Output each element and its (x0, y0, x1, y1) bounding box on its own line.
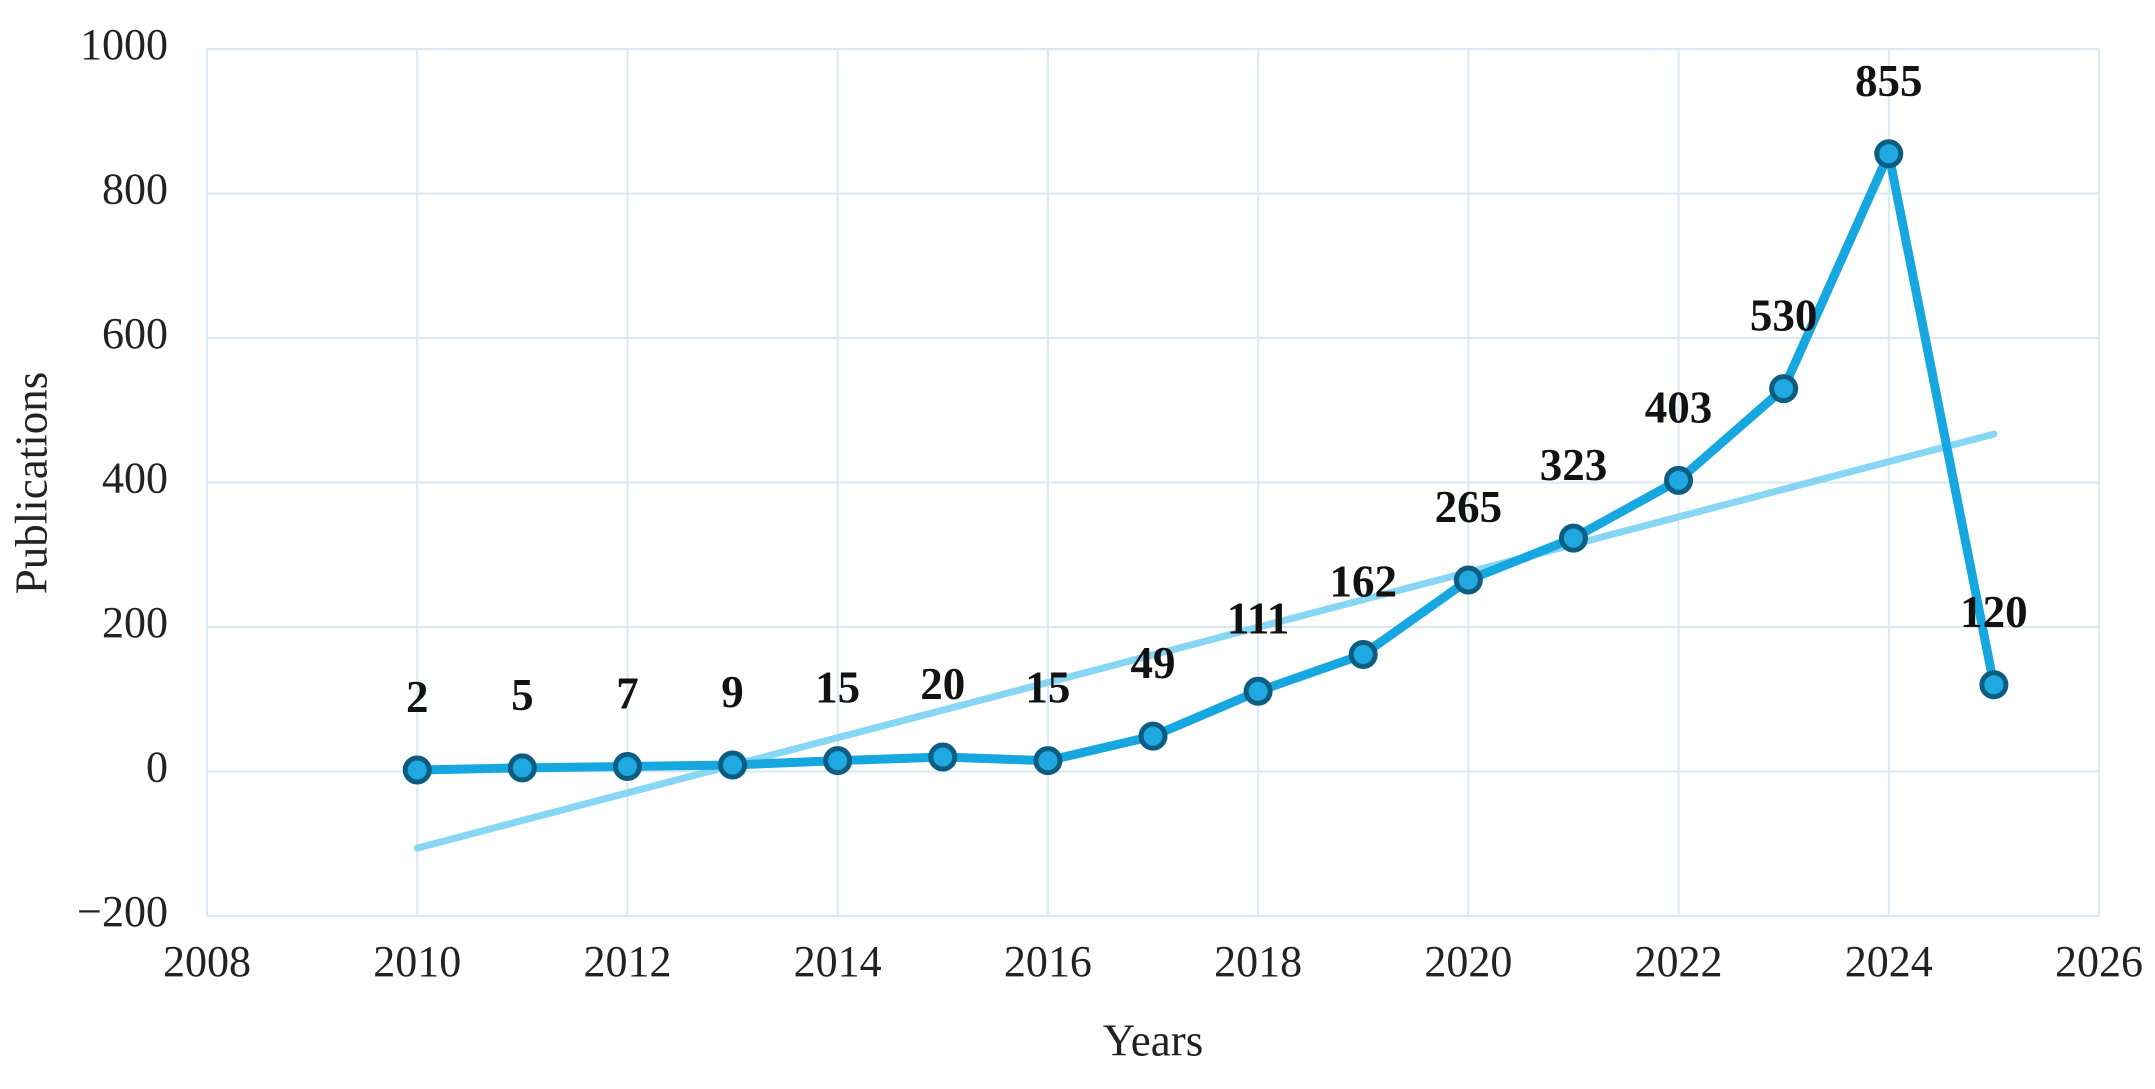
data-point-label: 403 (1645, 382, 1713, 432)
data-point-marker (718, 750, 748, 780)
data-point-label: 120 (1960, 587, 2028, 637)
y-axis-tick-labels: −200 0 200 400 600 800 1000 (77, 20, 168, 936)
data-point-marker (1664, 465, 1694, 495)
data-point-label: 49 (1131, 638, 1176, 688)
y-axis-title: Publications (6, 372, 56, 595)
data-point-marker (1874, 139, 1904, 169)
data-point-marker (1033, 746, 1063, 776)
data-point-marker (1453, 565, 1483, 595)
x-axis-tick-label: 2010 (373, 937, 461, 986)
data-point-label: 15 (815, 663, 860, 713)
data-point-marker (612, 751, 642, 781)
data-point-marker (402, 755, 432, 785)
data-point-marker (1558, 523, 1588, 553)
data-point-marker (928, 742, 958, 772)
trendline (413, 430, 1998, 852)
data-point-label: 265 (1435, 482, 1503, 532)
data-point-marker (1979, 670, 2009, 700)
data-point-marker (1769, 374, 1799, 404)
x-axis-tick-label: 2014 (794, 937, 882, 986)
data-point-label: 111 (1227, 593, 1290, 643)
y-axis-tick-label: −200 (77, 887, 168, 936)
x-axis-tick-label: 2022 (1635, 937, 1723, 986)
data-point-marker (1348, 639, 1378, 669)
x-axis-tick-label: 2018 (1214, 937, 1302, 986)
x-axis-tick-label: 2016 (1004, 937, 1092, 986)
x-axis-title: Years (1103, 1015, 1203, 1065)
data-point-label: 20 (920, 659, 965, 709)
y-axis-tick-label: 0 (146, 743, 168, 792)
x-axis-tick-labels: 2008 2010 2012 2014 2016 2018 2020 2022 2024 2026 (163, 937, 2143, 986)
data-point-label: 9 (721, 667, 744, 717)
data-point-label: 7 (616, 668, 639, 718)
data-point-label: 5 (511, 670, 534, 720)
x-axis-tick-label: 2026 (2055, 937, 2143, 986)
data-point-label: 15 (1025, 663, 1070, 713)
y-axis-tick-label: 400 (102, 454, 168, 503)
data-point-label: 530 (1750, 291, 1818, 341)
y-axis-tick-label: 600 (102, 309, 168, 358)
x-axis-tick-label: 2012 (583, 937, 671, 986)
data-point-marker (823, 746, 853, 776)
data-point-label: 855 (1855, 56, 1923, 106)
y-axis-tick-label: 800 (102, 165, 168, 214)
data-point-label: 2 (406, 672, 429, 722)
x-axis-tick-label: 2020 (1424, 937, 1512, 986)
data-point-marker (1243, 676, 1273, 706)
x-axis-tick-label: 2008 (163, 937, 251, 986)
data-point-marker (507, 753, 537, 783)
data-point-labels: 2 5 7 9 15 20 15 49 111 162 265 323 403 530 855 120 (406, 56, 2028, 722)
y-axis-tick-label: 200 (102, 598, 168, 647)
y-axis-tick-label: 1000 (80, 20, 168, 69)
series-line-publications (412, 149, 1999, 775)
data-point-label: 162 (1329, 556, 1397, 606)
data-point-label: 323 (1540, 440, 1608, 490)
data-point-markers (402, 139, 2009, 785)
data-point-marker (1138, 721, 1168, 751)
x-axis-tick-label: 2024 (1845, 937, 1933, 986)
